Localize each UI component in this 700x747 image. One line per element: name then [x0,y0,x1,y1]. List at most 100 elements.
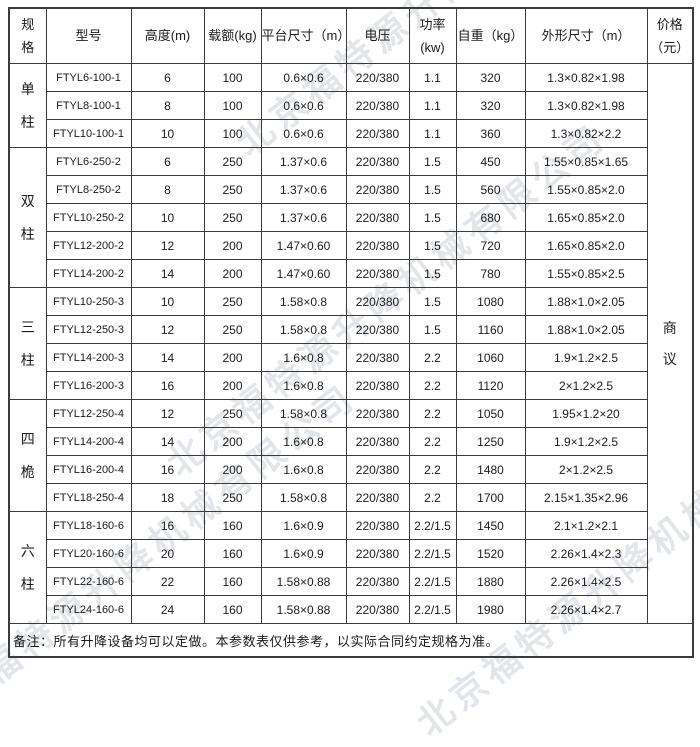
cell-height: 22 [130,567,205,596]
cell-overall-size: 1.88×1.0×2.05 [524,315,648,344]
column-header-voltage: 电压 [345,7,410,64]
cell-model: FTYL14-200-4 [45,427,132,456]
table-row: FTYL14-200-4 14 200 1.6×0.8 220/380 2.2 1250 1.… [9,427,693,456]
cell-self-weight: 1080 [455,287,526,316]
cell-self-weight: 720 [455,231,526,260]
table-row: FTYL12-200-2 12 200 1.47×0.60 220/380 1.5 720 1… [9,231,693,260]
cell-voltage: 220/380 [345,63,410,92]
cell-height: 8 [130,91,205,120]
cell-power: 1.1 [408,63,457,92]
price-value: 商 议 [646,63,694,624]
cell-load: 100 [203,63,262,92]
column-header-overall-size: 外形尺寸（m） [524,7,648,64]
cell-self-weight: 780 [455,259,526,288]
cell-platform-size: 1.6×0.9 [260,539,347,568]
cell-voltage: 220/380 [345,231,410,260]
cell-model: FTYL18-250-4 [45,483,132,512]
cell-overall-size: 1.55×0.85×2.0 [524,175,648,204]
table-row: FTYL10-100-1 10 100 0.6×0.6 220/380 1.1 360 1.3… [9,119,693,148]
cell-height: 12 [130,315,205,344]
cell-load: 200 [203,427,262,456]
cell-load: 100 [203,91,262,120]
cell-height: 10 [130,287,205,316]
cell-height: 18 [130,483,205,512]
cell-overall-size: 1.9×1.2×2.5 [524,427,648,456]
cell-overall-size: 2×1.2×2.5 [524,371,648,400]
cell-self-weight: 320 [455,91,526,120]
table-row: FTYL16-200-4 16 200 1.6×0.8 220/380 2.2 1480 2×… [9,455,693,484]
table-row: FTYL20-160-6 20 160 1.6×0.9 220/380 2.2/1.5 15… [9,539,693,568]
cell-height: 16 [130,371,205,400]
cell-power: 1.5 [408,231,457,260]
column-header-price: 价格 （元） [646,7,694,64]
column-header-height: 高度(m) [130,7,205,64]
cell-model: FTYL12-200-2 [45,231,132,260]
cell-voltage: 220/380 [345,567,410,596]
cell-height: 10 [130,119,205,148]
cell-voltage: 220/380 [345,91,410,120]
cell-platform-size: 1.58×0.8 [260,483,347,512]
column-header-model: 型号 [45,7,132,64]
cell-platform-size: 1.58×0.8 [260,315,347,344]
cell-power: 2.2 [408,483,457,512]
cell-platform-size: 1.58×0.8 [260,287,347,316]
cell-load: 200 [203,343,262,372]
cell-power: 1.1 [408,119,457,148]
cell-overall-size: 1.55×0.85×1.65 [524,147,648,176]
table-row: FTYL8-100-1 8 100 0.6×0.6 220/380 1.1 320 1.3×0… [9,91,693,120]
cell-voltage: 220/380 [345,399,410,428]
cell-height: 14 [130,343,205,372]
cell-voltage: 220/380 [345,287,410,316]
cell-platform-size: 1.6×0.8 [260,455,347,484]
table-row: 三 柱 FTYL10-250-3 10 250 1.58×0.8 220/380 1.5 10… [8,287,693,400]
cell-power: 1.5 [408,175,457,204]
cell-voltage: 220/380 [345,511,410,540]
cell-load: 250 [203,315,262,344]
cell-self-weight: 320 [455,63,526,92]
cell-platform-size: 1.47×0.60 [260,231,347,260]
cell-platform-size: 1.6×0.8 [260,427,347,456]
cell-model: FTYL8-250-2 [45,175,132,204]
cell-voltage: 220/380 [345,203,410,232]
cell-load: 250 [203,399,262,428]
cell-height: 14 [130,427,205,456]
cell-voltage: 220/380 [345,427,410,456]
cell-load: 160 [203,595,262,624]
cell-power: 1.5 [408,287,457,316]
group-label: 单 柱 [8,63,47,148]
cell-overall-size: 2.15×1.35×2.96 [524,483,648,512]
cell-self-weight: 360 [455,119,526,148]
cell-load: 200 [203,231,262,260]
cell-voltage: 220/380 [345,455,410,484]
cell-overall-size: 1.9×1.2×2.5 [524,343,648,372]
table-row: 四 桅 FTYL12-250-4 12 250 1.58×0.8 220/380 2.2 10… [8,399,693,512]
cell-height: 6 [130,63,205,92]
cell-height: 8 [130,175,205,204]
cell-platform-size: 1.6×0.9 [260,511,347,540]
column-header-platform-size: 平台尺寸（m） [260,7,347,64]
cell-power: 2.2/1.5 [408,595,457,624]
table-row: FTYL8-250-2 8 250 1.37×0.6 220/380 1.5 560 1.55… [9,175,693,204]
cell-power: 1.5 [408,203,457,232]
cell-power: 2.2 [408,427,457,456]
table-row: FTYL12-250-3 12 250 1.58×0.8 220/380 1.5 1160 1… [9,315,693,344]
cell-platform-size: 1.58×0.8 [260,399,347,428]
cell-load: 100 [203,119,262,148]
cell-platform-size: 1.6×0.8 [260,343,347,372]
cell-voltage: 220/380 [345,315,410,344]
cell-height: 12 [130,231,205,260]
group-label: 四 桅 [8,399,47,512]
cell-model: FTYL22-160-6 [45,567,132,596]
cell-height: 24 [130,595,205,624]
cell-load: 250 [203,287,262,316]
cell-power: 2.2/1.5 [408,539,457,568]
cell-voltage: 220/380 [345,175,410,204]
cell-self-weight: 1880 [455,567,526,596]
cell-model: FTYL10-250-3 [45,287,132,316]
cell-platform-size: 1.58×0.88 [260,567,347,596]
column-header-self-weight: 自重（kg） [455,7,526,64]
cell-self-weight: 680 [455,203,526,232]
table-row: FTYL22-160-6 22 160 1.58×0.88 220/380 2.2/1.5… [9,567,693,596]
table-row: FTYL14-200-2 14 200 1.47×0.60 220/380 1.5 780 1… [9,259,693,288]
